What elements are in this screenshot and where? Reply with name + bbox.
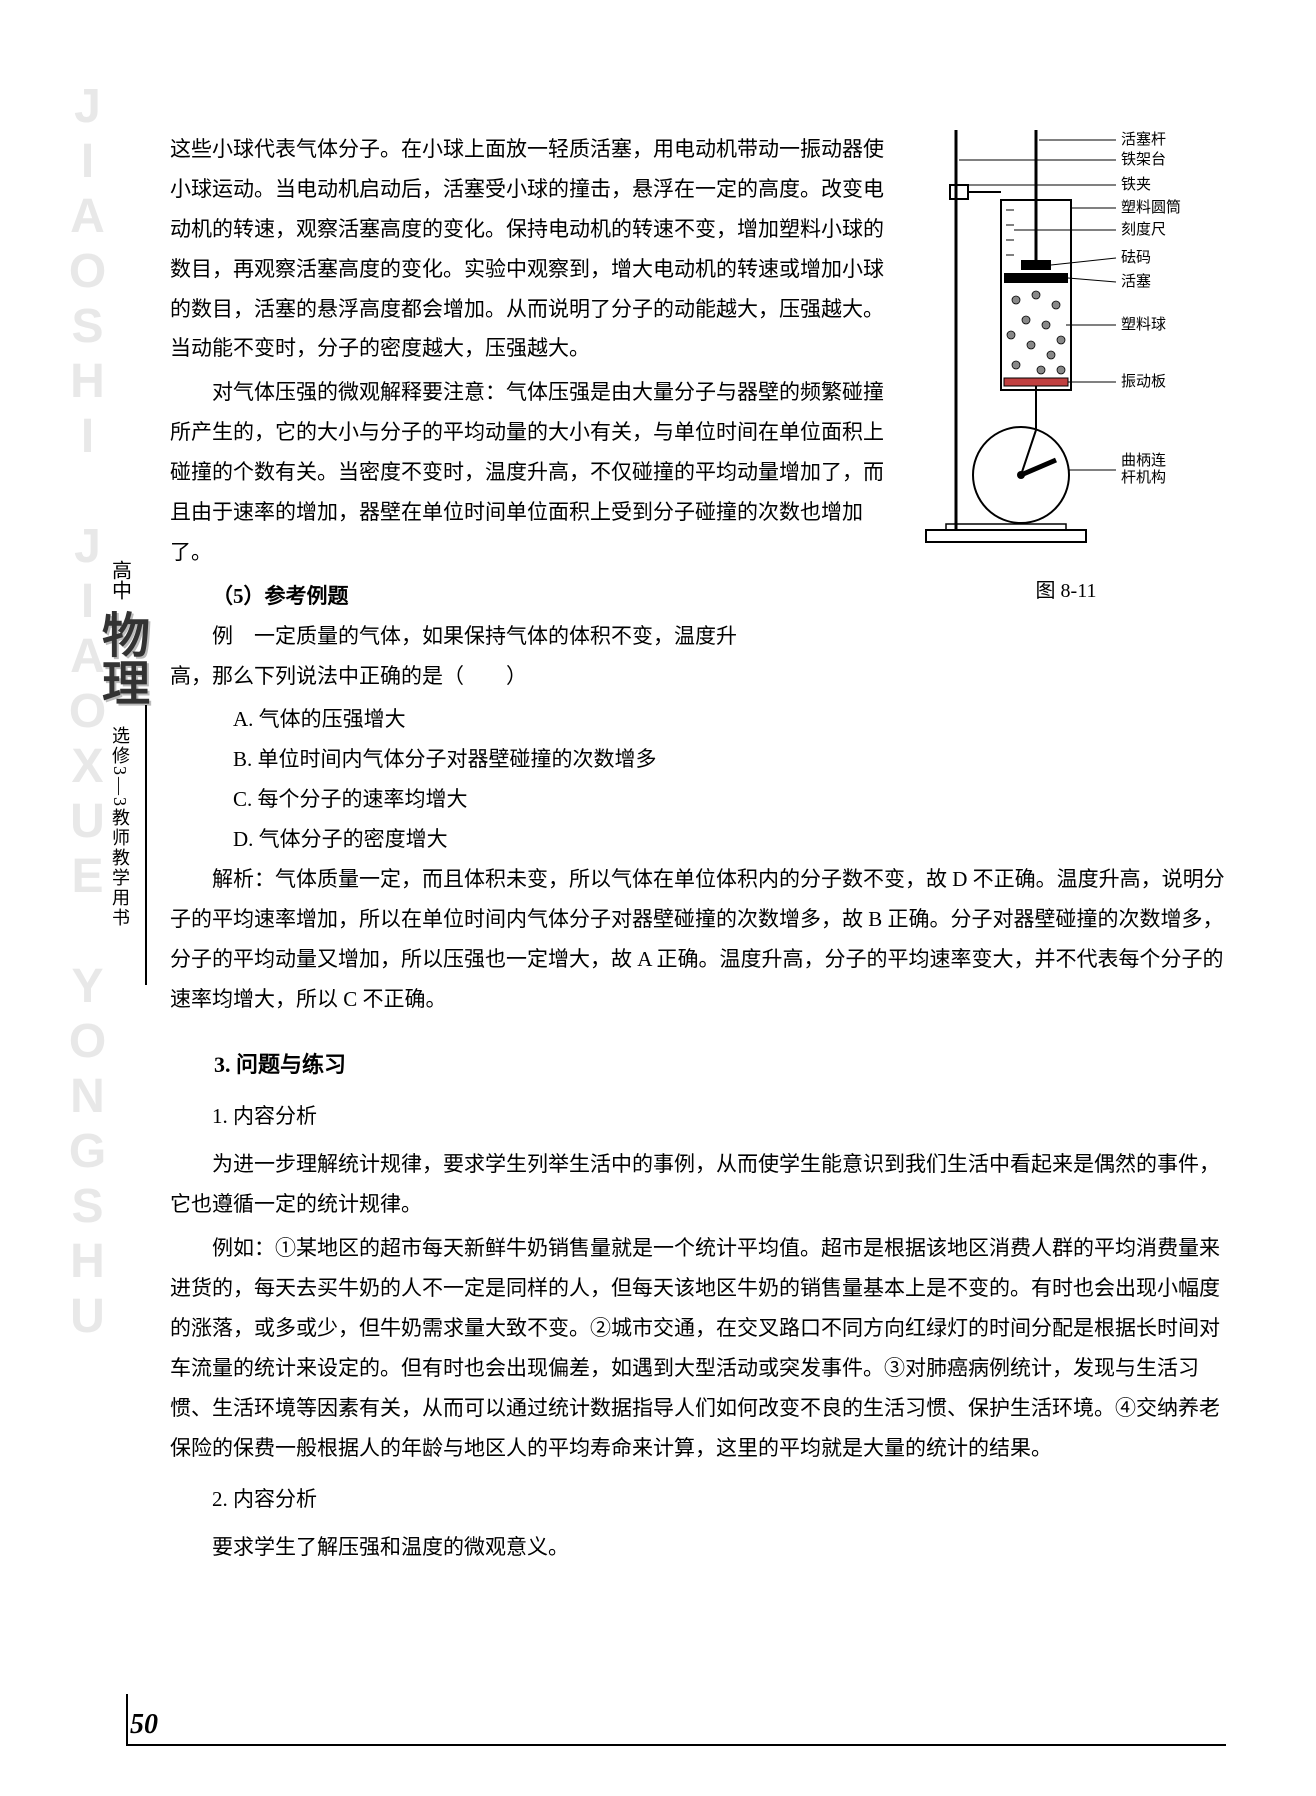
option-c: C. 每个分子的速率均增大 xyxy=(170,780,1226,820)
section-3-title: 3. 问题与练习 xyxy=(170,1044,1226,1086)
figure-block: 活塞杆 铁架台 铁夹 塑料圆筒 刻度尺 砝码 活塞 塑料球 振动板 曲柄连 杆机… xyxy=(906,130,1226,657)
sidebar-level: 高中 xyxy=(106,560,135,600)
example-heading-text: （5）参考例题 xyxy=(212,584,349,608)
page-number-hline xyxy=(126,1744,1226,1746)
label-clamp: 铁夹 xyxy=(1121,176,1151,193)
top-block: 这些小球代表气体分子。在小球上面放一轻质活塞，用电动机带动一振动器使小球运动。当… xyxy=(170,130,1226,657)
top-text: 这些小球代表气体分子。在小球上面放一轻质活塞，用电动机带动一振动器使小球运动。当… xyxy=(170,130,886,657)
sub-1-title: 1. 内容分析 xyxy=(170,1097,1226,1137)
sub-2-p1: 要求学生了解压强和温度的微观意义。 xyxy=(170,1528,1226,1568)
sidebar: 高中 物理 选修3—3教师教学用书 xyxy=(100,560,140,928)
sidebar-subject: 物理 xyxy=(85,610,155,706)
sidebar-divider xyxy=(145,705,147,985)
example-heading: （5）参考例题 xyxy=(170,577,886,617)
label-cylinder: 塑料圆筒 xyxy=(1121,199,1181,216)
label-vibration-plate: 振动板 xyxy=(1121,372,1166,390)
figure-caption: 图 8-11 xyxy=(906,572,1226,610)
sub-1-p1: 为进一步理解统计规律，要求学生列举生活中的事例，从而使学生能意识到我们生活中看起… xyxy=(170,1145,1226,1225)
sub-1-p2: 例如：①某地区的超市每天新鲜牛奶销售量就是一个统计平均值。超市是根据该地区消费人… xyxy=(170,1229,1226,1468)
page-number: 50 xyxy=(130,1709,158,1741)
label-stand: 铁架台 xyxy=(1121,151,1166,168)
label-balls: 塑料球 xyxy=(1121,316,1166,333)
label-crank-2: 杆机构 xyxy=(1121,469,1166,486)
apparatus-diagram: 活塞杆 铁架台 铁夹 塑料圆筒 刻度尺 砝码 活塞 塑料球 振动板 曲柄连 杆机… xyxy=(906,130,1226,550)
page: JIAOSHI JIAOXUE YONGSHU 高中 物理 选修3—3教师教学用… xyxy=(0,0,1316,1796)
sub-2-title: 2. 内容分析 xyxy=(170,1480,1226,1520)
label-piston: 活塞 xyxy=(1121,272,1151,290)
label-crank-1: 曲柄连 xyxy=(1121,452,1166,469)
label-scale: 刻度尺 xyxy=(1121,221,1166,238)
example-intro-2: 高，那么下列说法中正确的是（ ） xyxy=(170,657,1226,697)
option-b: B. 单位时间内气体分子对器壁碰撞的次数增多 xyxy=(170,740,1226,780)
paragraph-2: 对气体压强的微观解释要注意：气体压强是由大量分子与器壁的频繁碰撞所产生的，它的大… xyxy=(170,373,886,572)
paragraph-1: 这些小球代表气体分子。在小球上面放一轻质活塞，用电动机带动一振动器使小球运动。当… xyxy=(170,130,886,369)
page-number-vline xyxy=(126,1694,128,1746)
example-intro-1: 例 一定质量的气体，如果保持气体的体积不变，温度升 xyxy=(170,617,886,657)
analysis: 解析：气体质量一定，而且体积未变，所以气体在单位体积内的分子数不变，故 D 不正… xyxy=(170,860,1226,1020)
option-a: A. 气体的压强增大 xyxy=(170,700,1226,740)
content-area: 这些小球代表气体分子。在小球上面放一轻质活塞，用电动机带动一振动器使小球运动。当… xyxy=(170,130,1226,1568)
label-piston-rod: 活塞杆 xyxy=(1121,130,1166,148)
option-d: D. 气体分子的密度增大 xyxy=(170,820,1226,860)
sidebar-subtitle: 选修3—3教师教学用书 xyxy=(107,726,133,928)
label-weight: 砝码 xyxy=(1121,249,1151,266)
